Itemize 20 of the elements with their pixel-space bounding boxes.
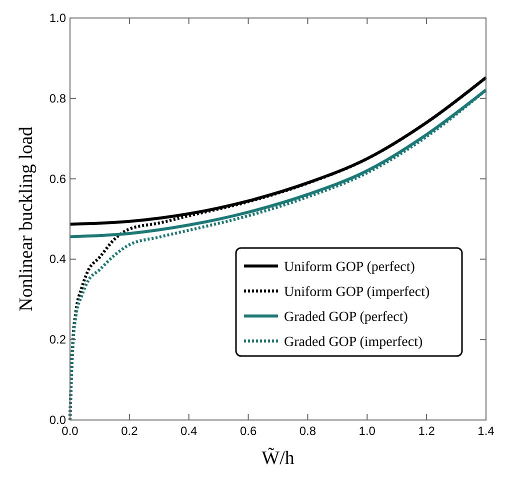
- legend-label: Graded GOP (imperfect): [284, 335, 423, 350]
- y-tick-label: 0.2: [49, 332, 66, 347]
- x-tick-label: 1.0: [358, 424, 376, 438]
- x-tick-label: 0.6: [240, 424, 257, 438]
- legend-label: Graded GOP (perfect): [284, 310, 408, 325]
- x-tick-label: 1.4: [478, 424, 495, 438]
- x-tick-label: 0.8: [299, 424, 316, 438]
- y-tick-label: 1.0: [49, 11, 66, 25]
- y-tick-label: 0.6: [49, 172, 66, 186]
- y-tick-label: 0.8: [49, 91, 66, 106]
- x-tick-label: 0.0: [62, 424, 79, 438]
- x-tick-label: 0.4: [180, 424, 198, 438]
- legend-label: Uniform GOP (imperfect): [284, 285, 430, 300]
- y-axis-title: Nonlinear buckling load: [16, 126, 37, 312]
- y-tick-label: 0.4: [49, 252, 66, 266]
- x-tick-label: 1.2: [418, 424, 436, 438]
- legend-label: Uniform GOP (perfect): [284, 260, 416, 275]
- y-tick-label: 0.0: [49, 413, 66, 427]
- x-tick-label: 0.2: [121, 424, 138, 438]
- x-axis-title: W̃/h: [262, 447, 295, 469]
